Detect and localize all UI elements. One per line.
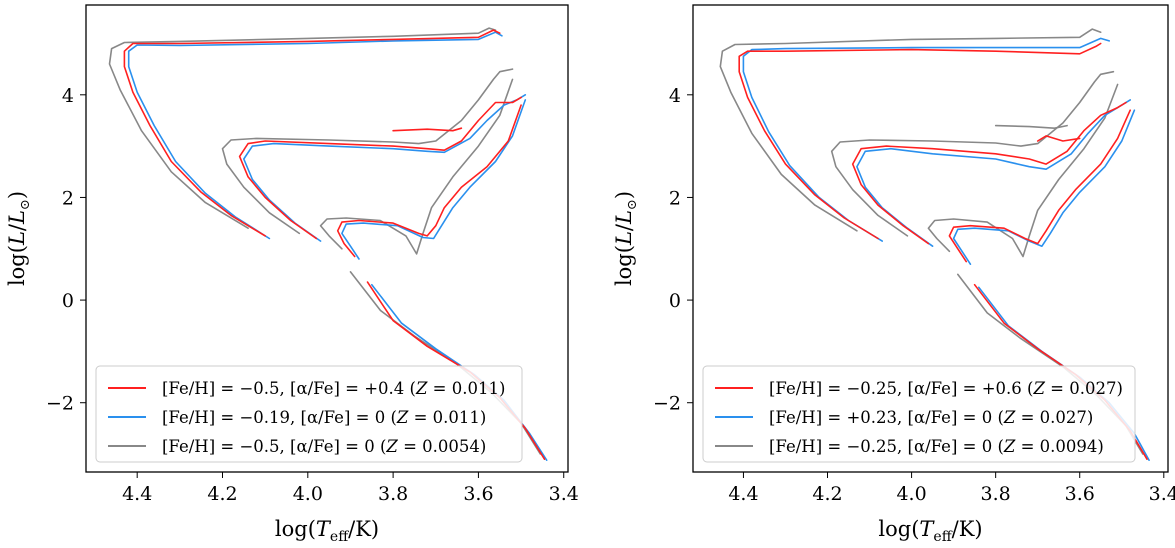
y-tick-label: −2 xyxy=(46,393,74,415)
series-2-track-1 xyxy=(742,37,1110,242)
x-tick-label: 4.2 xyxy=(812,483,842,505)
x-tick-label: 4.4 xyxy=(122,483,152,505)
x-tick-label: 3.8 xyxy=(378,483,408,505)
x-tick-label: 3.4 xyxy=(549,483,579,505)
y-axis-label: log(L/L⊙) xyxy=(612,191,640,286)
series-2-track-3 xyxy=(952,109,1136,265)
x-tick-label: 4.0 xyxy=(293,483,323,505)
legend-box xyxy=(95,365,523,463)
legend: [Fe/H] = −0.25, [α/Fe] = +0.6 (Z = 0.027… xyxy=(702,365,1136,463)
series-3-track-1 xyxy=(108,27,497,229)
series-2-track-2 xyxy=(856,99,1131,247)
series-3-track-1 xyxy=(719,28,1102,232)
series-1-track-2 xyxy=(238,96,522,240)
y-axis-label: log(L/L⊙) xyxy=(5,191,33,286)
x-axis-label: log(Teff/K) xyxy=(275,517,379,545)
series-1-track-1 xyxy=(738,42,1102,240)
chart-panel-2: 4.4 4.2 4.0 3.8 3.6 3.4 −2 0 2 4 log(Teff/K) log(L/… xyxy=(612,4,1175,545)
series-1-track-2 xyxy=(851,101,1127,245)
legend-label-2: [Fe/H] = +0.23, [α/Fe] = 0 (Z = 0.027) xyxy=(769,408,1093,427)
y-tick-label: −2 xyxy=(653,393,681,415)
series-1-track-1 xyxy=(123,29,501,237)
series-2-track-1 xyxy=(127,31,503,240)
series-3-track-3 xyxy=(994,124,1068,129)
y-tick-label: 0 xyxy=(62,290,74,312)
plot-frame xyxy=(692,4,1169,473)
series-1-track-3 xyxy=(1036,135,1081,142)
series-3-track-2 xyxy=(830,70,1115,237)
y-tick-label: 4 xyxy=(62,85,74,107)
x-tick-label: 3.6 xyxy=(463,483,493,505)
plot-frame xyxy=(85,4,569,473)
series-1-track-4 xyxy=(948,109,1131,263)
legend-label-1: [Fe/H] = −0.25, [α/Fe] = +0.6 (Z = 0.027… xyxy=(769,379,1123,398)
legend-box xyxy=(702,365,1136,463)
legend-label-2: [Fe/H] = −0.19, [α/Fe] = 0 (Z = 0.011) xyxy=(162,408,486,427)
series-1-track-4 xyxy=(336,104,522,258)
series-2-track-2 xyxy=(243,94,527,242)
series-1-track-3 xyxy=(392,127,463,132)
legend-label-3: [Fe/H] = −0.5, [α/Fe] = 0 (Z = 0.0054) xyxy=(162,437,486,456)
y-tick-label: 2 xyxy=(62,187,74,209)
x-tick-label: 4.0 xyxy=(896,483,926,505)
chart-panel-1: 4.4 4.2 4.0 3.8 3.6 3.4 −2 0 2 4 log(Teff/K) log(L/… xyxy=(5,4,579,545)
x-tick-label: 4.4 xyxy=(728,483,758,505)
series-3-track-4 xyxy=(927,83,1119,258)
x-tick-label: 3.6 xyxy=(1065,483,1095,505)
legend: [Fe/H] = −0.5, [α/Fe] = +0.4 (Z = 0.011)… xyxy=(95,365,523,463)
x-axis-label: log(Teff/K) xyxy=(878,517,982,545)
series-3-track-3 xyxy=(319,78,514,255)
x-tick-label: 4.2 xyxy=(207,483,237,505)
x-tick-label: 3.4 xyxy=(1149,483,1175,505)
y-tick-label: 0 xyxy=(669,290,681,312)
legend-label-1: [Fe/H] = −0.5, [α/Fe] = +0.4 (Z = 0.011) xyxy=(162,379,505,398)
series-3-track-2 xyxy=(221,68,514,235)
y-tick-label: 2 xyxy=(669,187,681,209)
y-tick-label: 4 xyxy=(669,85,681,107)
x-tick-label: 3.8 xyxy=(981,483,1011,505)
series-2-track-3 xyxy=(341,99,527,260)
legend-label-3: [Fe/H] = −0.25, [α/Fe] = 0 (Z = 0.0094) xyxy=(769,437,1104,456)
